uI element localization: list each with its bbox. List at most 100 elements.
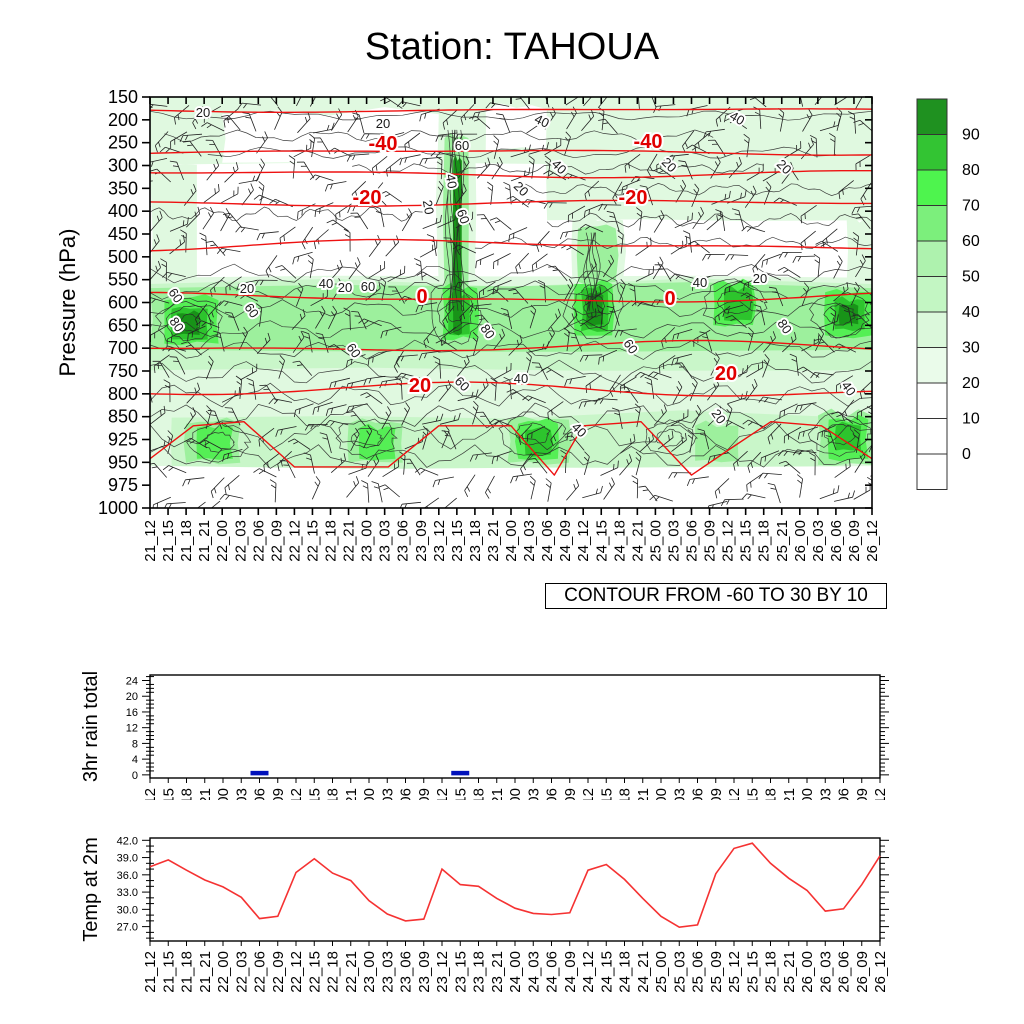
wind-barb [789,353,799,376]
wind-barb [671,353,693,366]
wind-barb [674,212,693,229]
pressure-tick-label: 400 [108,201,138,221]
wind-barb [506,389,529,401]
wind-barb [697,428,710,450]
wind-barb [279,460,296,479]
wind-barb [850,281,860,306]
colorbar-cell [916,276,948,313]
pressure-tick-label: 200 [108,110,138,130]
wind-barb [387,265,406,283]
wind-barb [767,483,781,504]
wind-barb [703,128,725,139]
wind-barb [195,320,220,328]
black-contour-label: 20 [420,199,437,216]
wind-barb [291,309,306,330]
time-tick-label: 24_18 [611,520,628,562]
pressure-tick-label: 850 [108,407,138,427]
wind-barb [792,255,816,263]
wind-barb [814,338,835,353]
wind-barb [258,181,265,205]
wind-barb [767,423,782,445]
wind-barb [350,427,360,452]
time-tick-label: 24_18 [617,788,634,800]
wind-barb [831,411,854,424]
wind-barb [819,485,840,500]
colorbar-tick-label: 10 [962,411,980,428]
wind-barb [851,213,871,230]
time-tick-label: 24_00 [507,951,524,993]
wind-barb [606,210,620,232]
wind-barb [313,229,329,249]
wind-barb [419,240,438,258]
wind-barb [763,181,772,205]
wind-barb [186,382,200,404]
red-contour-label: -40 [369,133,398,155]
colorbar-tick-label: 90 [962,127,980,144]
wind-barb [649,494,673,502]
wind-barb [423,497,440,508]
wind-barb [510,473,532,484]
wind-barb [661,327,676,348]
wind-barb [292,360,313,376]
wind-barb [202,206,214,230]
pressure-tick-label: 500 [108,247,138,267]
time-tick-label: 25_06 [690,788,707,800]
time-tick-label: 22_15 [304,520,321,562]
black-contour-label: 40 [514,371,528,386]
time-tick-label: 25_18 [756,520,773,562]
wind-barbs-layer [150,97,872,508]
wind-barb [256,332,271,354]
wind-barb [638,97,640,109]
time-tick-label: 22_03 [233,788,250,800]
wind-barb [201,122,225,132]
wind-barb [166,329,185,347]
y-tick-label: 27.0 [117,922,138,934]
wind-barb [540,366,564,378]
wind-barb [208,301,222,323]
time-tick-label: 23_03 [379,788,396,800]
wind-barb [834,459,851,478]
wind-barb [401,402,410,426]
wind-barb [360,133,384,140]
wind-barb [182,477,205,487]
wind-barb [606,305,620,327]
wind-barb [162,465,187,474]
wind-barb [238,173,261,184]
red-contour-label: 20 [409,375,431,397]
pressure-tick-label: 300 [108,156,138,176]
time-tick-label: 26_12 [872,788,889,800]
wind-barb [399,451,406,475]
wind-barb [150,391,153,403]
wind-barb [275,265,297,279]
wind-barb [596,304,604,329]
wind-barb [343,307,351,331]
time-tick-label: 26_12 [872,951,889,993]
pressure-tick-label: 975 [108,475,138,495]
wind-barb [442,305,455,328]
wind-barb [239,363,258,381]
time-tick-label: 25_09 [708,788,725,800]
y-tick-label: 36.0 [117,870,138,882]
wind-barb [346,476,360,498]
wind-barb [747,451,762,473]
pressure-axis-title: Pressure (hPa) [55,229,80,377]
time-tick-label: 22_03 [232,520,249,562]
colorbar: 90 80 70 60 50 40 30 20 10 0 [916,98,980,490]
wind-barb [435,180,444,205]
wind-barb [435,132,458,142]
black-contour-label: 40 [319,276,333,291]
wind-barb [871,275,872,277]
time-tick-label: 24_03 [525,951,542,993]
wind-barb [207,409,223,429]
wind-barb [653,404,667,426]
wind-barb [678,160,693,180]
wind-barb [564,308,578,330]
wind-barb [170,131,188,149]
wind-barb [870,475,872,477]
rain-svg-axes [142,674,889,783]
wind-barb [583,451,590,476]
time-tick-label: 26_09 [854,951,871,993]
rain-bar [250,770,269,776]
